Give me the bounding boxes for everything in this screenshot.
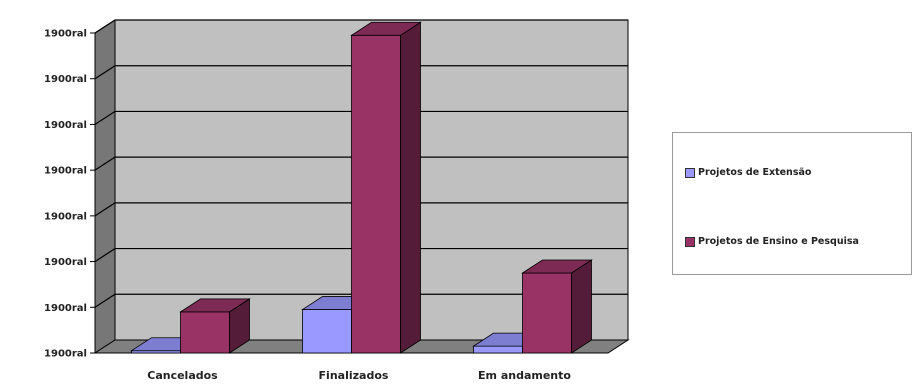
y-tick-label: 1900ral <box>44 74 87 85</box>
y-axis-tick-labels: 1900ral 1900ral 1900ral 1900ral 1900ral 1900r… <box>44 29 87 360</box>
bar-top <box>350 21 422 36</box>
x-axis-category-labels: Cancelados Finalizados Em andamento <box>147 369 571 382</box>
gridlines <box>90 19 628 354</box>
x-category-label: Finalizados <box>319 369 389 382</box>
bars <box>130 21 593 354</box>
bar <box>179 298 251 354</box>
gridline <box>94 202 628 217</box>
legend-item-ensino-pesquisa: Projetos de Ensino e Pesquisa <box>685 236 859 247</box>
legend: Projetos de Extensão Projetos de Ensino … <box>672 132 912 275</box>
bar <box>350 21 422 354</box>
x-category-label: Cancelados <box>147 369 218 382</box>
bar-front <box>302 309 352 354</box>
gridline <box>94 247 628 263</box>
y-tick-label: 1900ral <box>44 257 87 268</box>
bar-side <box>571 259 592 354</box>
gridline <box>94 293 628 308</box>
legend-swatch-ensino-pesquisa <box>685 236 695 247</box>
y-tick-label: 1900ral <box>44 211 87 222</box>
y-tick-label: 1900ral <box>44 349 87 360</box>
bar-top <box>179 298 251 313</box>
y-tick-label: 1900ral <box>44 303 87 314</box>
gridline <box>94 65 628 80</box>
gridline <box>94 156 628 171</box>
bar <box>521 259 593 354</box>
bar-front <box>522 272 572 354</box>
gridline <box>94 19 628 34</box>
legend-label-extensao: Projetos de Extensão <box>698 167 812 178</box>
legend-item-extensao: Projetos de Extensão <box>685 167 811 178</box>
y-tick-label: 1900ral <box>44 29 87 40</box>
side-wall <box>94 19 116 354</box>
gridline <box>94 110 628 125</box>
bar-front <box>351 34 401 354</box>
bar-side <box>400 21 421 354</box>
bar-front <box>473 345 523 354</box>
legend-swatch-extensao <box>685 167 695 178</box>
bar-top <box>521 259 593 274</box>
bar-front <box>180 311 230 354</box>
y-tick-label: 1900ral <box>44 120 87 131</box>
legend-label-ensino-pesquisa: Projetos de Ensino e Pesquisa <box>698 236 859 247</box>
x-category-label: Em andamento <box>478 369 571 382</box>
y-tick-label: 1900ral <box>44 166 87 177</box>
